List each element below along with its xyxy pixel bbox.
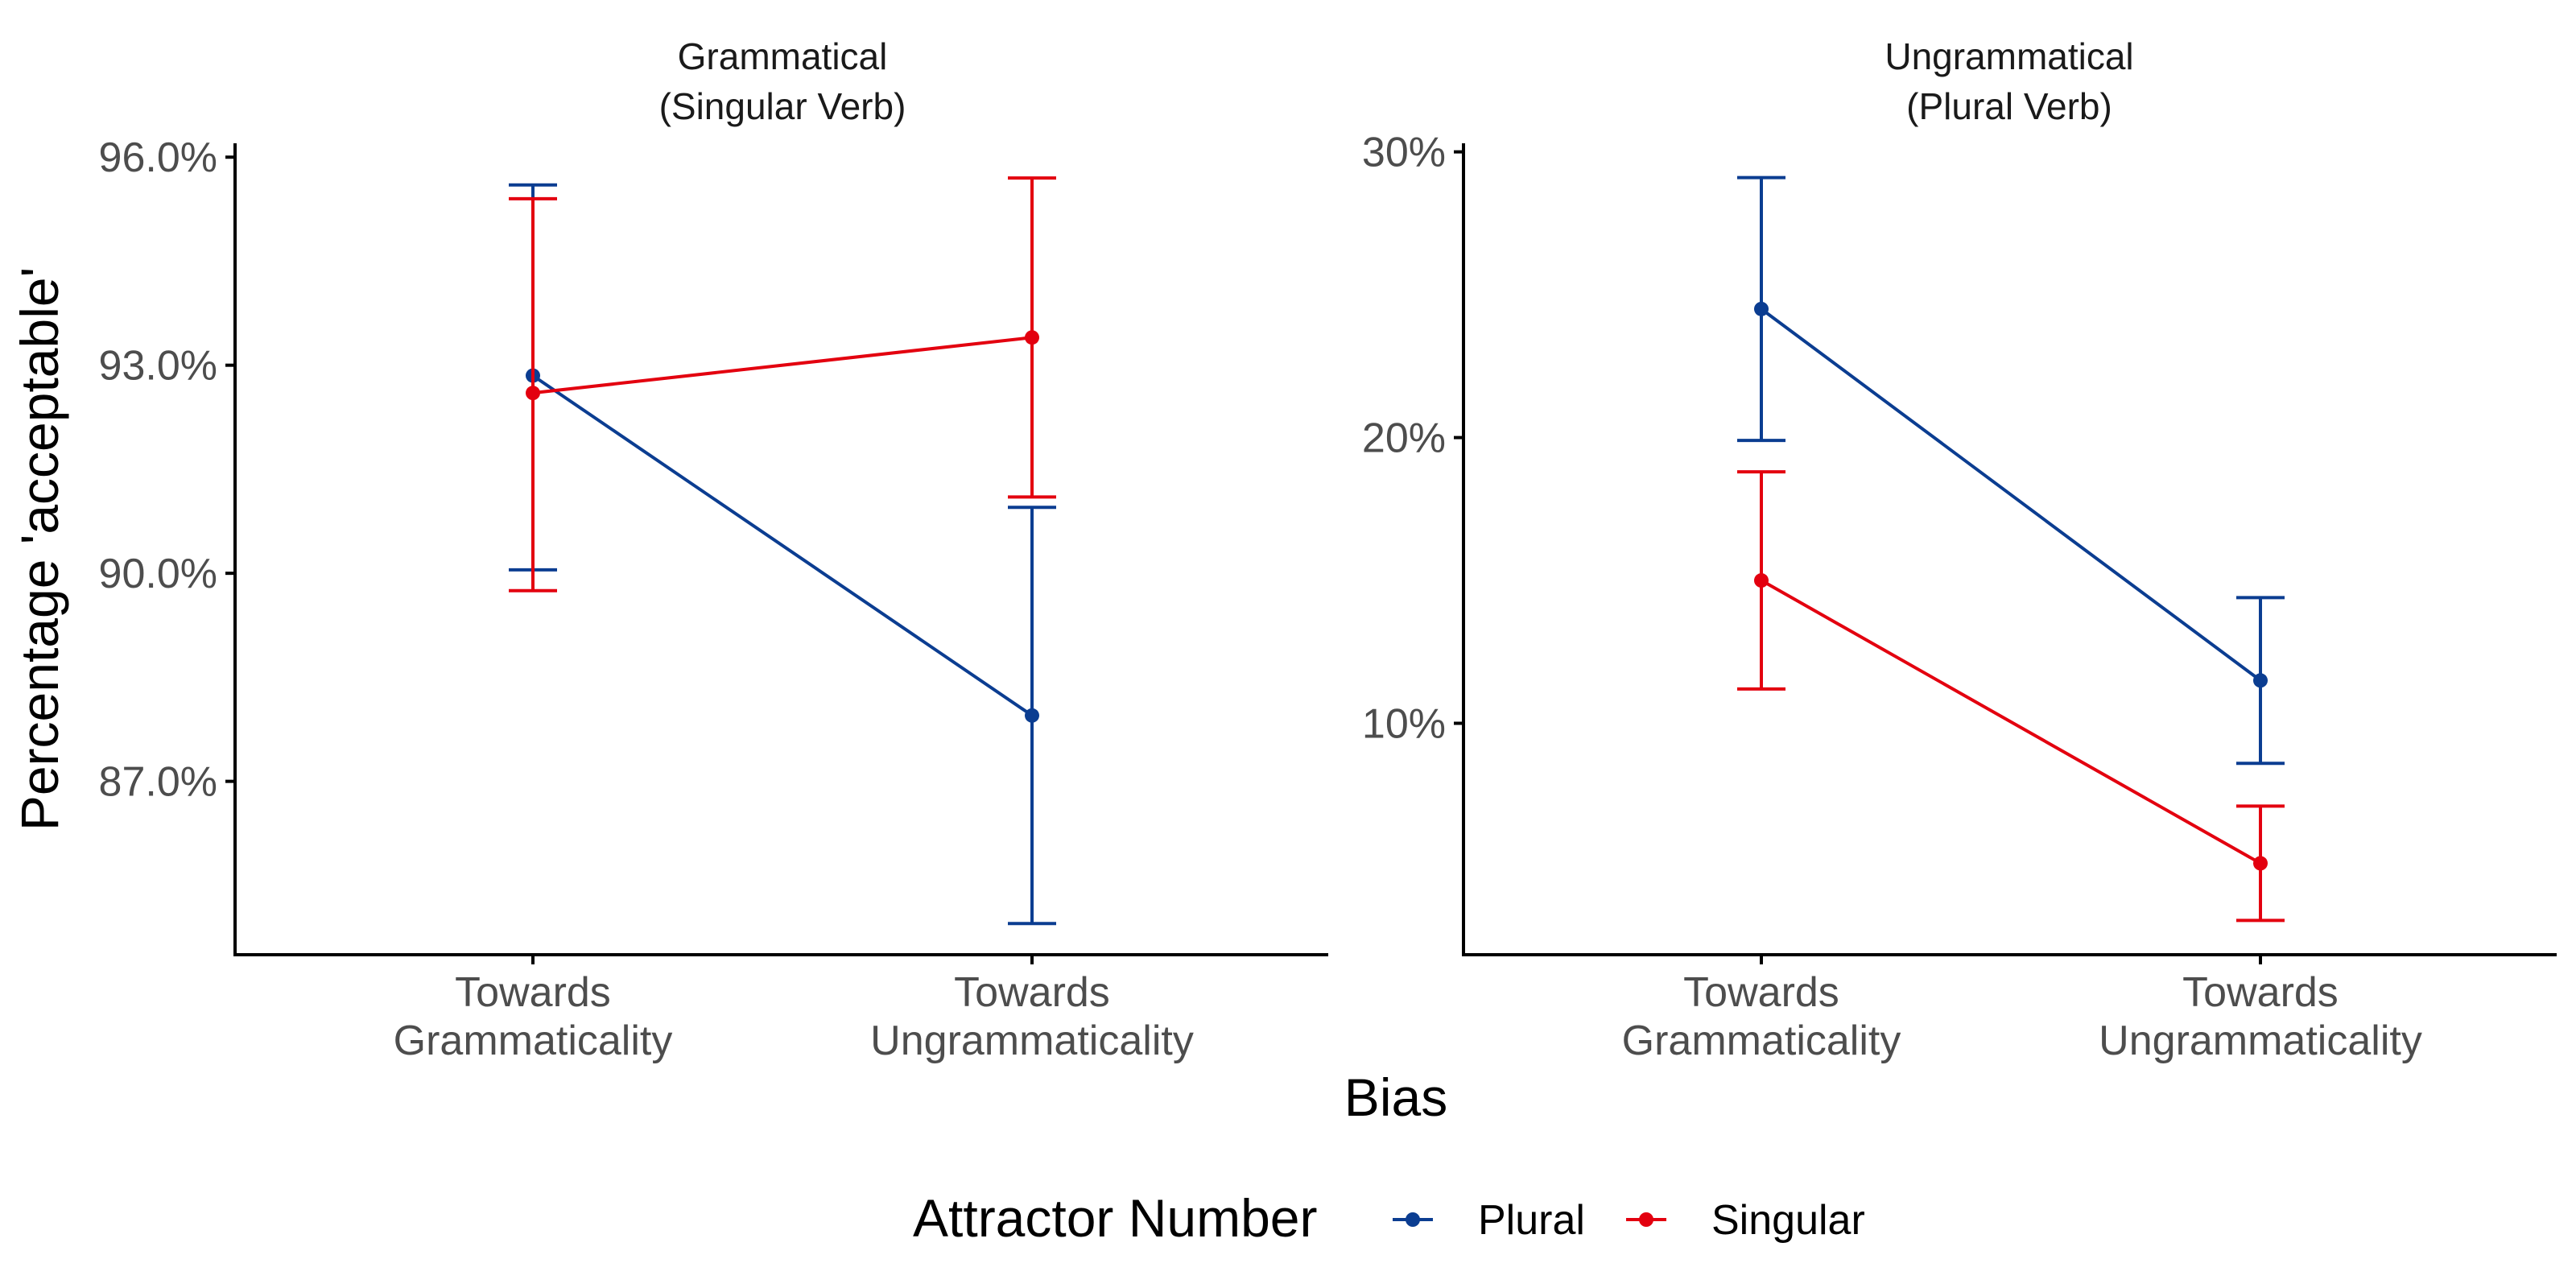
panel-title: Grammatical (Singular Verb) bbox=[659, 35, 906, 127]
y-tick-label: 93.0% bbox=[99, 343, 217, 390]
legend-item-singular: Singular bbox=[1626, 1197, 1865, 1244]
x-tick-label: Towards Grammaticality bbox=[1622, 969, 1901, 1064]
panel-grammatical: Grammatical (Singular Verb) 87.0% 90.0% 93.… bbox=[99, 35, 1328, 1064]
legend-items: Plural Singular bbox=[1393, 1197, 1865, 1244]
y-tick-label: 96.0% bbox=[99, 134, 217, 181]
data-point bbox=[1025, 330, 1039, 345]
y-tick-label: 10% bbox=[1362, 701, 1446, 748]
data-point bbox=[1754, 301, 1769, 316]
y-tick-label: 30% bbox=[1362, 130, 1446, 176]
legend-key-point bbox=[1639, 1212, 1653, 1227]
x-tick-label: Towards Ungrammaticality bbox=[870, 969, 1194, 1064]
y-ticks: 87.0% 90.0% 93.0% 96.0% bbox=[99, 134, 235, 806]
data-point bbox=[1754, 573, 1769, 588]
legend-label: Plural bbox=[1478, 1197, 1585, 1244]
series-singular bbox=[509, 176, 1056, 592]
series-layer bbox=[509, 176, 1056, 926]
x-tick-label: Towards Ungrammaticality bbox=[2099, 969, 2422, 1064]
data-point bbox=[2253, 673, 2268, 688]
series-plural bbox=[1737, 175, 2285, 766]
y-axis-title: Percentage 'acceptable' bbox=[10, 267, 69, 831]
panel-title: Ungrammatical (Plural Verb) bbox=[1885, 35, 2133, 127]
data-point bbox=[1025, 708, 1039, 723]
data-point bbox=[526, 386, 540, 401]
series-singular bbox=[1737, 470, 2285, 923]
panel-ungrammatical: Ungrammatical (Plural Verb) 10% 20% 30% Tow… bbox=[1362, 35, 2557, 1064]
y-tick-label: 20% bbox=[1362, 415, 1446, 462]
y-tick-label: 87.0% bbox=[99, 759, 217, 806]
series-plural bbox=[509, 183, 1056, 926]
series-line bbox=[532, 336, 1033, 395]
y-ticks: 10% 20% 30% bbox=[1362, 130, 1463, 748]
legend-title: Attractor Number bbox=[913, 1188, 1317, 1248]
legend: Attractor Number Plural Singular bbox=[913, 1188, 1865, 1248]
legend-key-point bbox=[1406, 1212, 1420, 1227]
x-tick-label: Towards Grammaticality bbox=[394, 969, 673, 1064]
series-line bbox=[1761, 579, 2261, 865]
series-line bbox=[531, 374, 1034, 717]
y-tick-label: 90.0% bbox=[99, 551, 217, 597]
x-axis-title: Bias bbox=[1344, 1067, 1447, 1127]
legend-item-plural: Plural bbox=[1393, 1197, 1585, 1244]
legend-label: Singular bbox=[1711, 1197, 1865, 1244]
series-line bbox=[1760, 308, 2262, 682]
data-point bbox=[2253, 856, 2268, 871]
x-ticks: Towards Grammaticality Towards Ungrammatica… bbox=[394, 955, 1194, 1064]
x-ticks: Towards Grammaticality Towards Ungrammatica… bbox=[1622, 955, 2422, 1064]
series-layer bbox=[1737, 175, 2285, 923]
